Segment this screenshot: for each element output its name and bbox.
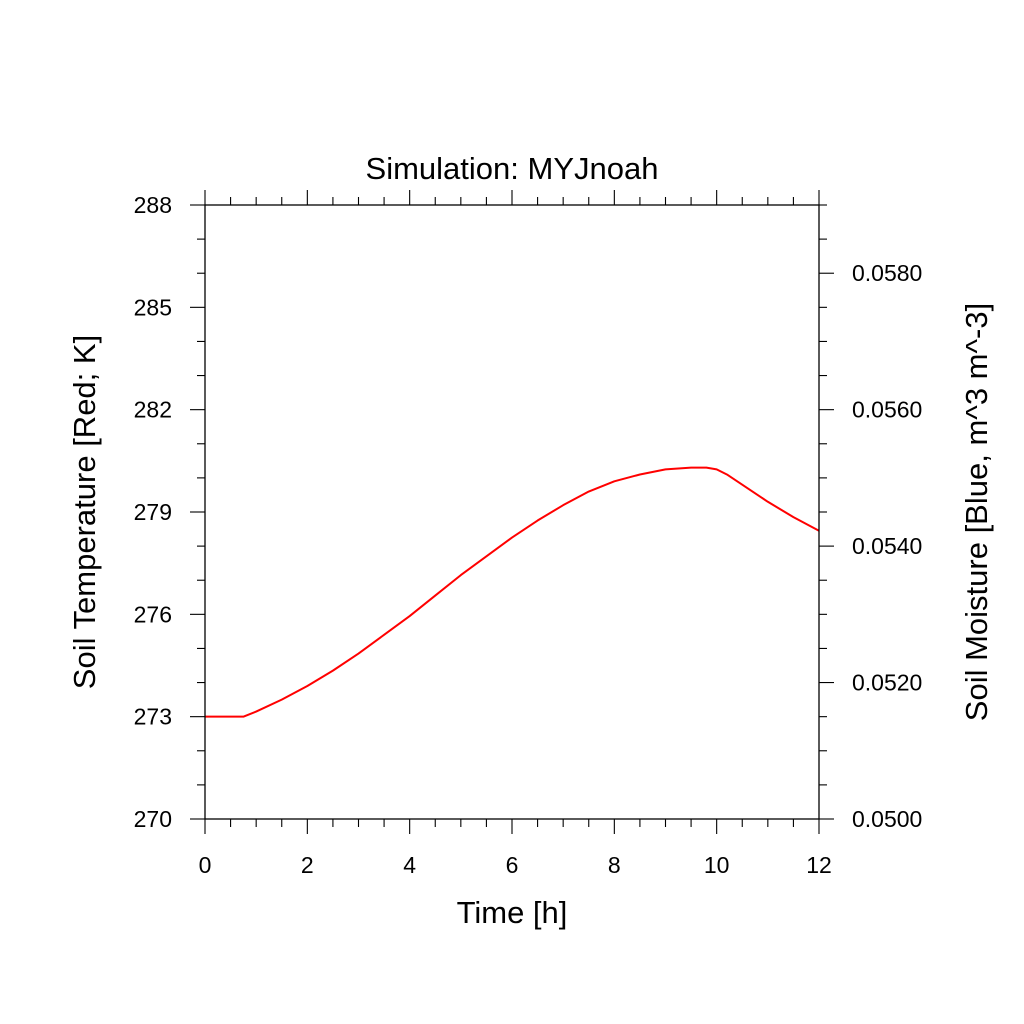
y-right-tick-label: 0.0580 xyxy=(852,260,922,286)
chart-title: Simulation: MYJnoah xyxy=(366,151,659,186)
y-right-tick-label: 0.0560 xyxy=(852,397,922,423)
tick-labels: 0 2 4 6 8 10 12 270 273 276 279 282 285 288 0.0500 0.05… xyxy=(134,192,923,878)
y-left-tick-label: 276 xyxy=(134,601,172,627)
x-tick-label: 4 xyxy=(403,852,416,878)
y-right-tick-label: 0.0540 xyxy=(852,533,922,559)
x-tick-label: 0 xyxy=(199,852,212,878)
y-right-tick-label: 0.0500 xyxy=(852,806,922,832)
x-tick-label: 10 xyxy=(704,852,730,878)
y-left-tick-label: 270 xyxy=(134,806,172,832)
y-left-tick-label: 273 xyxy=(134,704,172,730)
y-left-tick-label: 288 xyxy=(134,192,172,218)
y-left-tick-label: 285 xyxy=(134,294,172,320)
y-left-axis-label: Soil Temperature [Red; K] xyxy=(67,335,102,689)
axis-ticks xyxy=(190,190,834,834)
series-group xyxy=(205,466,820,718)
x-tick-label: 2 xyxy=(301,852,314,878)
series-line-soil-temperature xyxy=(205,466,820,718)
x-tick-label: 6 xyxy=(506,852,519,878)
plot-frame xyxy=(204,204,820,820)
x-axis-label: Time [h] xyxy=(457,895,568,930)
x-tick-label: 8 xyxy=(608,852,621,878)
x-tick-label: 12 xyxy=(806,852,832,878)
y-right-tick-label: 0.0520 xyxy=(852,670,922,696)
y-right-axis-label: Soil Moisture [Blue, m^3 m^-3] xyxy=(959,303,994,721)
y-left-tick-label: 279 xyxy=(134,499,172,525)
y-left-tick-label: 282 xyxy=(134,397,172,423)
